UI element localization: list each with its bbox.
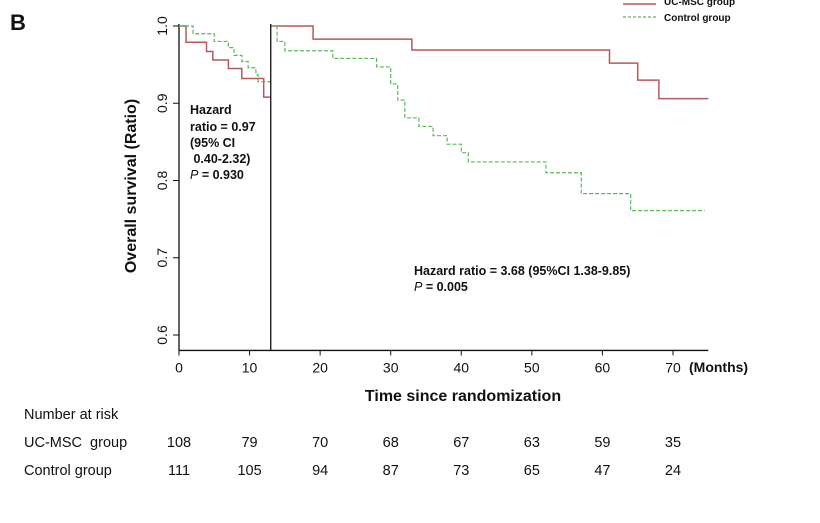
y-tick-label: 0.8	[154, 171, 170, 191]
x-axis-unit: (Months)	[689, 359, 748, 375]
annotation-line: Hazard ratio = 3.68 (95%CI 1.38-9.85)	[414, 264, 630, 278]
x-tick-label: 40	[453, 359, 469, 375]
annotation-line: ratio = 0.97	[190, 120, 256, 134]
risk-value: 47	[594, 463, 610, 479]
risk-value: 68	[383, 435, 399, 451]
annotation-line: 0.40-2.32)	[190, 152, 250, 166]
risk-value: 108	[167, 435, 191, 451]
risk-value: 65	[524, 463, 540, 479]
control-group-curve	[179, 25, 271, 83]
x-tick-label: 60	[595, 359, 611, 375]
number-at-risk-table: Number at risk UC-MSC group Control grou…	[24, 407, 681, 479]
y-tick-label: 0.9	[154, 93, 170, 113]
legend-label-uc-msc: UC-MSC group	[664, 0, 735, 8]
risk-value: 105	[237, 463, 261, 479]
annotation-p-value: P = 0.005	[414, 280, 468, 294]
x-tick-label: 30	[383, 359, 399, 375]
risk-value: 35	[665, 435, 681, 451]
risk-value: 94	[312, 463, 328, 479]
risk-table-title: Number at risk	[24, 407, 119, 423]
annotation-late-hazard: Hazard ratio = 3.68 (95%CI 1.38-9.85) P …	[414, 264, 630, 294]
annotation-line: (95% CI	[190, 136, 235, 150]
annotation-line: Hazard	[190, 103, 232, 117]
x-tick-label: 50	[524, 359, 540, 375]
axes: 0 10 20 30 40 50 60 70 0.6 0.7 0.8 0.9 1.0	[154, 16, 709, 375]
risk-value: 87	[383, 463, 399, 479]
x-tick-label: 70	[665, 359, 681, 375]
x-tick-label: 0	[175, 359, 183, 375]
risk-row-label: Control group	[24, 463, 112, 479]
risk-value: 111	[168, 463, 190, 479]
control-group-curve	[270, 25, 705, 212]
risk-value: 73	[453, 463, 469, 479]
y-tick-label: 0.6	[154, 325, 170, 345]
risk-value: 59	[594, 435, 610, 451]
y-tick-label: 1.0	[154, 16, 170, 36]
risk-value: 63	[524, 435, 540, 451]
panel-label: B	[10, 10, 26, 35]
y-axis-label: Overall survival (Ratio)	[123, 99, 140, 273]
x-axis-label: Time since randomization	[365, 388, 561, 405]
risk-value: 67	[453, 435, 469, 451]
legend: UC-MSC group Control group	[623, 0, 735, 24]
risk-value: 24	[665, 463, 681, 479]
legend-label-control: Control group	[664, 13, 731, 24]
survival-curves	[179, 25, 709, 212]
uc-msc-group-curve	[179, 25, 271, 98]
annotation-p-value: P = 0.930	[190, 168, 244, 182]
x-tick-label: 10	[242, 359, 258, 375]
risk-value: 79	[241, 435, 257, 451]
uc-msc-group-curve	[270, 25, 709, 100]
risk-row-label: UC-MSC group	[24, 435, 127, 451]
annotation-early-hazard: Hazard ratio = 0.97 (95% CI 0.40-2.32) P…	[190, 103, 256, 182]
y-tick-label: 0.7	[154, 248, 170, 268]
x-tick-label: 20	[312, 359, 328, 375]
risk-value: 70	[312, 435, 328, 451]
